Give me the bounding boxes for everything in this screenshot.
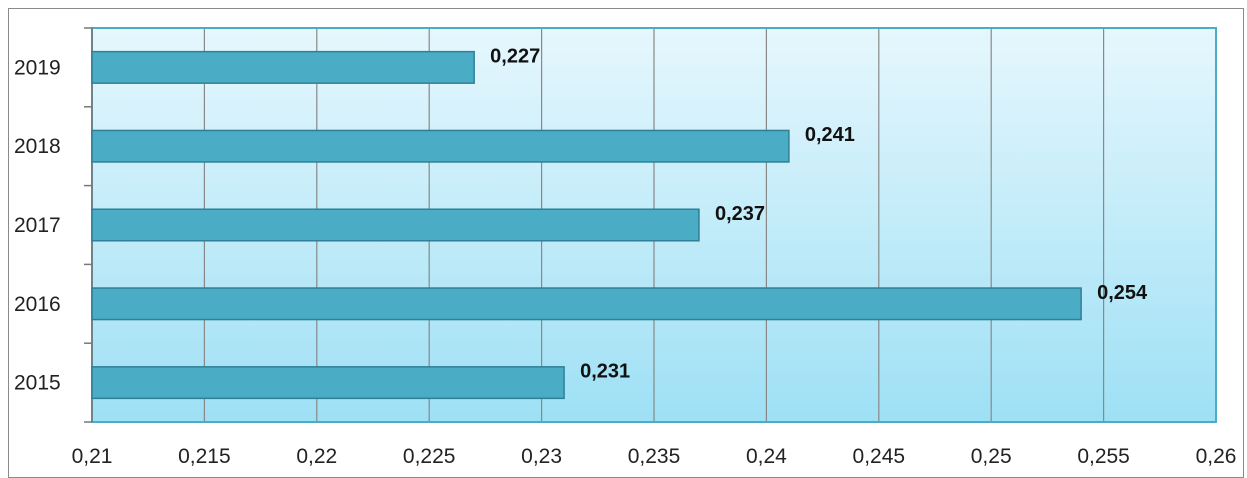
y-axis [84,27,93,423]
y-tick-label-2016: 2016 [14,293,61,316]
x-tick-label: 0,225 [403,445,456,468]
bar-2016 [91,287,1082,321]
y-axis-labels: 2019 2018 2017 2016 2015 [14,56,61,394]
x-tick-label: 0,22 [296,445,337,468]
bar-2018 [91,129,790,163]
x-tick-label: 0,26 [1196,445,1237,468]
y-tick-label-2015: 2015 [14,372,61,395]
x-tick-label: 0,25 [971,445,1012,468]
x-tick-label: 0,235 [628,445,681,468]
bar-2017 [91,208,700,242]
y-tick-label-2017: 2017 [14,214,61,237]
data-label-2017: 0,237 [715,203,765,225]
bars [91,50,1082,400]
data-label-2015: 0,231 [580,361,630,383]
x-tick-label: 0,23 [521,445,562,468]
x-tick-label: 0,24 [746,445,787,468]
x-tick-label: 0,245 [853,445,906,468]
bar-2015 [91,366,565,400]
y-tick-label-2018: 2018 [14,135,61,158]
x-tick-label: 0,215 [178,445,231,468]
data-labels: 0,227 0,241 0,237 0,254 0,231 [490,45,1148,382]
data-label-2016: 0,254 [1097,282,1148,304]
x-tick-label: 0,21 [72,445,113,468]
x-axis-labels: 0,21 0,215 0,22 0,225 0,23 0,235 0,24 0,245 0,25… [72,445,1237,468]
x-tick-label: 0,255 [1077,445,1130,468]
bar-2019 [91,50,475,84]
data-label-2018: 0,241 [805,124,855,146]
y-tick-label-2019: 2019 [14,56,61,79]
data-label-2019: 0,227 [490,45,540,67]
